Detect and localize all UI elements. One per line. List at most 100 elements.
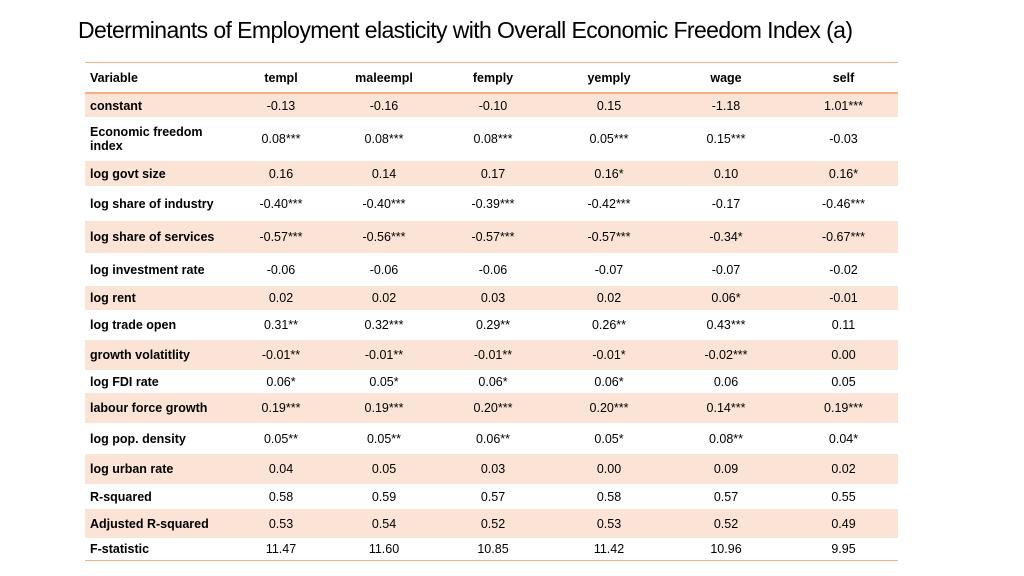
table-cell: 0.04* bbox=[828, 431, 859, 446]
table-cell: -0.01** bbox=[337, 340, 431, 370]
table-cell: -0.13 bbox=[225, 93, 337, 117]
table-cell: 11.42 bbox=[593, 541, 625, 556]
table-cell: 0.59 bbox=[371, 489, 397, 504]
column-header-self: self bbox=[789, 62, 898, 94]
table-cell: -0.42*** bbox=[587, 196, 631, 211]
table-cell: -0.06 bbox=[478, 262, 508, 277]
table-cell: 0.55 bbox=[831, 489, 856, 504]
table-cell: 0.16* bbox=[789, 161, 898, 186]
column-header-maleempl: maleempl bbox=[337, 62, 431, 94]
table-cell: -0.07 bbox=[594, 262, 624, 277]
table-cell: 0.15*** bbox=[706, 132, 746, 146]
table-cell: 0.02 bbox=[225, 286, 337, 310]
table-cell: -0.34* bbox=[663, 221, 789, 253]
row-label: F-statistic bbox=[90, 541, 150, 556]
table-cell: 0.53 bbox=[555, 509, 663, 538]
table-cell: 0.20*** bbox=[431, 393, 555, 423]
table-row: log investment rate -0.06 -0.06 -0.06 -0.07 -… bbox=[85, 253, 898, 286]
table-cell: -0.57*** bbox=[225, 221, 337, 253]
table-cell: 0.05 bbox=[337, 454, 431, 484]
table-cell: 0.06* bbox=[266, 374, 296, 389]
table-row: log share of services -0.57*** -0.56*** -0.… bbox=[85, 221, 898, 253]
table-cell: 0.19*** bbox=[337, 393, 431, 423]
table-cell: 0.16 bbox=[225, 161, 337, 186]
table-row: Economic freedom index 0.08*** 0.08*** 0.08… bbox=[85, 117, 898, 161]
table-cell: -0.40*** bbox=[362, 196, 406, 211]
table-row: labour force growth 0.19*** 0.19*** 0.20***… bbox=[85, 393, 898, 423]
table-cell: 0.08*** bbox=[261, 132, 301, 146]
table-cell: 0.05*** bbox=[589, 132, 629, 146]
table-cell: -0.01** bbox=[225, 340, 337, 370]
table-cell: -0.10 bbox=[431, 93, 555, 117]
table-cell: 0.17 bbox=[431, 161, 555, 186]
table-cell: -0.01 bbox=[789, 286, 898, 310]
table-row: R-squared 0.58 0.59 0.57 0.58 0.57 0.55 bbox=[85, 484, 898, 509]
table-cell: 0.32*** bbox=[364, 318, 404, 332]
table-cell: 0.05** bbox=[366, 431, 402, 446]
table-cell: 0.08** bbox=[708, 431, 744, 446]
table-cell: -0.39*** bbox=[471, 196, 515, 211]
table-cell: 1.01*** bbox=[789, 93, 898, 117]
table-row: log share of industry -0.40*** -0.40*** -0.… bbox=[85, 186, 898, 221]
table-cell: 0.19*** bbox=[789, 393, 898, 423]
column-header-femply: femply bbox=[431, 62, 555, 94]
table-cell: 0.53 bbox=[225, 509, 337, 538]
table-cell: 0.06* bbox=[594, 374, 624, 389]
row-label: log pop. density bbox=[90, 431, 186, 446]
table-cell: -0.17 bbox=[711, 196, 741, 211]
table-cell: 0.11 bbox=[831, 318, 856, 332]
table-cell: 0.03 bbox=[431, 454, 555, 484]
table-cell: 0.54 bbox=[337, 509, 431, 538]
table-row: Adjusted R-squared 0.53 0.54 0.52 0.53 0.52 0.… bbox=[85, 509, 898, 538]
row-label: log trade open bbox=[90, 318, 177, 332]
table-cell: -0.02*** bbox=[663, 340, 789, 370]
table-row: F-statistic 11.47 11.60 10.85 11.42 10.96 9.95 bbox=[85, 538, 898, 560]
table-cell: 0.14 bbox=[337, 161, 431, 186]
table-cell: -0.06 bbox=[266, 262, 296, 277]
table-cell: 0.05** bbox=[263, 431, 299, 446]
slide-title: Determinants of Employment elasticity wi… bbox=[78, 17, 853, 43]
row-label: constant bbox=[85, 93, 225, 117]
table-cell: -0.02 bbox=[829, 262, 858, 277]
row-label: log urban rate bbox=[85, 454, 225, 484]
row-label: log share of industry bbox=[90, 196, 214, 211]
table-cell: 0.15 bbox=[555, 93, 663, 117]
table-cell: 0.29** bbox=[475, 318, 511, 332]
table-cell: 0.31** bbox=[263, 318, 299, 332]
table-cell: -0.67*** bbox=[789, 221, 898, 253]
table-cell: 0.02 bbox=[337, 286, 431, 310]
table-cell: 0.04 bbox=[225, 454, 337, 484]
table-cell: 0.00 bbox=[789, 340, 898, 370]
row-label: log share of services bbox=[85, 221, 225, 253]
table-row: log FDI rate 0.06* 0.05* 0.06* 0.06* 0.06 0.05 bbox=[85, 370, 898, 393]
table-cell: -0.57*** bbox=[555, 221, 663, 253]
regression-table: Variable templ maleempl femply yemply wage sel… bbox=[85, 62, 898, 561]
table-cell: 0.58 bbox=[596, 489, 622, 504]
table-cell: -0.56*** bbox=[337, 221, 431, 253]
table-cell: -0.07 bbox=[711, 262, 741, 277]
table-cell: 0.06 bbox=[713, 374, 739, 389]
table-cell: 0.19*** bbox=[225, 393, 337, 423]
column-header-variable: Variable bbox=[85, 62, 225, 94]
table-cell: 10.96 bbox=[710, 541, 742, 556]
table-cell: -0.57*** bbox=[431, 221, 555, 253]
table-cell: 0.05* bbox=[594, 431, 624, 446]
table-row: log rent 0.02 0.02 0.03 0.02 0.06* -0.01 bbox=[85, 286, 898, 310]
table-cell: 0.16* bbox=[555, 161, 663, 186]
table-cell: -0.40*** bbox=[259, 196, 303, 211]
table-cell: -0.46*** bbox=[821, 196, 866, 211]
row-label: log govt size bbox=[85, 161, 225, 186]
column-header-yemply: yemply bbox=[555, 62, 663, 94]
table-cell: -0.03 bbox=[829, 132, 858, 146]
table-cell: -0.01* bbox=[555, 340, 663, 370]
table-cell: -0.01** bbox=[431, 340, 555, 370]
table-row: log pop. density 0.05** 0.05** 0.06** 0.05* 0… bbox=[85, 423, 898, 454]
table-cell: 0.08*** bbox=[364, 132, 404, 146]
table-cell: -0.16 bbox=[337, 93, 431, 117]
table-cell: 0.06** bbox=[475, 431, 511, 446]
table-row: log urban rate 0.04 0.05 0.03 0.00 0.09 0.02 bbox=[85, 454, 898, 484]
table-cell: 0.52 bbox=[431, 509, 555, 538]
row-label: R-squared bbox=[90, 489, 152, 504]
table-row: growth volatitlity -0.01** -0.01** -0.01** -… bbox=[85, 340, 898, 370]
table-cell: 0.43*** bbox=[706, 318, 746, 332]
